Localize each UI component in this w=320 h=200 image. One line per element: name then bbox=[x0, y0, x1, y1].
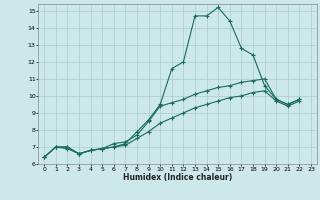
X-axis label: Humidex (Indice chaleur): Humidex (Indice chaleur) bbox=[123, 173, 232, 182]
